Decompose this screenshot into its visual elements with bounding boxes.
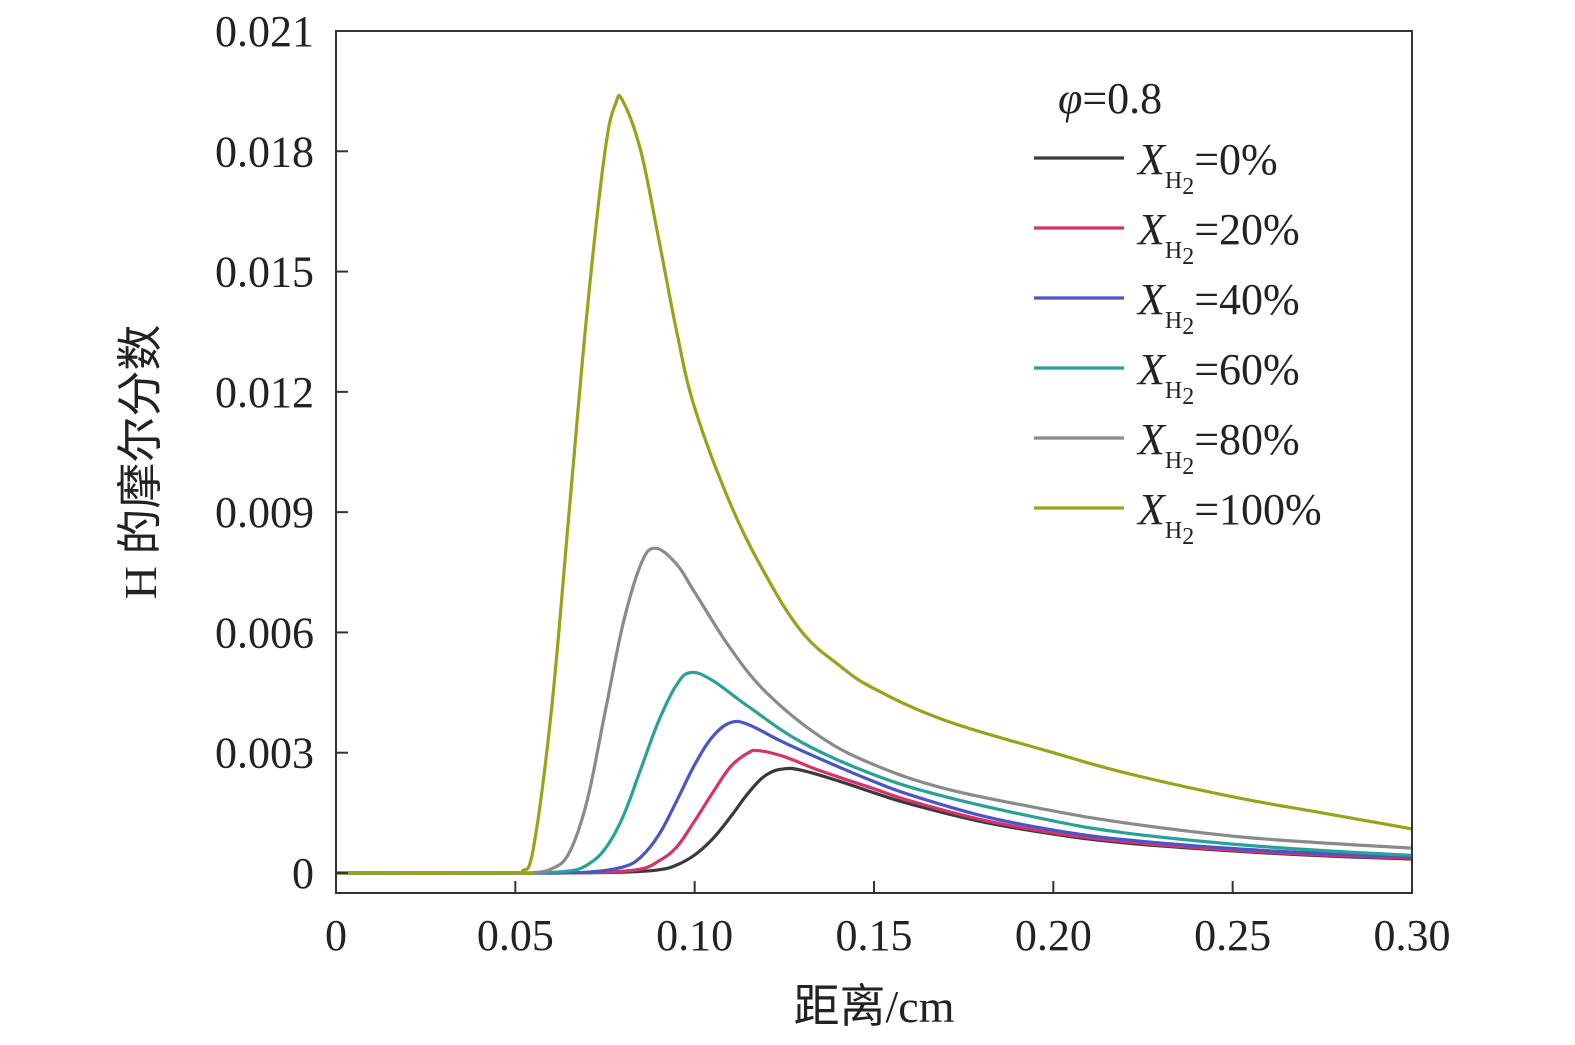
x-tick-label: 0.30	[1374, 911, 1451, 960]
legend-label: XH2=100%	[1136, 485, 1322, 550]
x-tick-label: 0	[325, 911, 347, 960]
series-line-5	[336, 93, 1412, 876]
legend-header: φ=0.8	[1058, 74, 1162, 123]
y-tick-label: 0.021	[215, 7, 314, 56]
y-tick-label: 0.003	[215, 729, 314, 778]
x-tick-label: 0.20	[1015, 911, 1092, 960]
series-line-1	[336, 748, 1412, 875]
x-tick-label: 0.05	[477, 911, 554, 960]
y-tick-label: 0.018	[215, 127, 314, 176]
legend-label: XH2=20%	[1136, 205, 1300, 270]
series-line-3	[336, 670, 1412, 875]
legend: φ=0.8 XH2=0%XH2=20%XH2=40%XH2=60%XH2=80%X…	[1034, 74, 1322, 550]
y-tick-label: 0	[292, 849, 314, 898]
y-tick-label: 0.015	[215, 248, 314, 297]
legend-label: XH2=40%	[1136, 275, 1300, 340]
x-tick-label: 0.25	[1194, 911, 1271, 960]
y-tick-label: 0.012	[215, 368, 314, 417]
series-line-4	[336, 546, 1412, 875]
legend-label: XH2=80%	[1136, 415, 1300, 480]
legend-label: XH2=0%	[1136, 135, 1278, 200]
legend-label: XH2=60%	[1136, 345, 1300, 410]
y-tick-label: 0.009	[215, 488, 314, 537]
y-axis-title: H 的摩尔分数	[115, 325, 166, 600]
series-line-2	[336, 719, 1412, 875]
y-tick-label: 0.006	[215, 608, 314, 657]
x-tick-label: 0.10	[656, 911, 733, 960]
x-axis-title: 距离/cm	[794, 981, 955, 1032]
axes: 0 0.05 0.10 0.15 0.20 0.25 0.30 0 0.003 0.006 0.00…	[115, 7, 1451, 1032]
x-tick-label: 0.15	[836, 911, 913, 960]
plot-area	[336, 93, 1412, 876]
series-line-0	[336, 766, 1412, 875]
